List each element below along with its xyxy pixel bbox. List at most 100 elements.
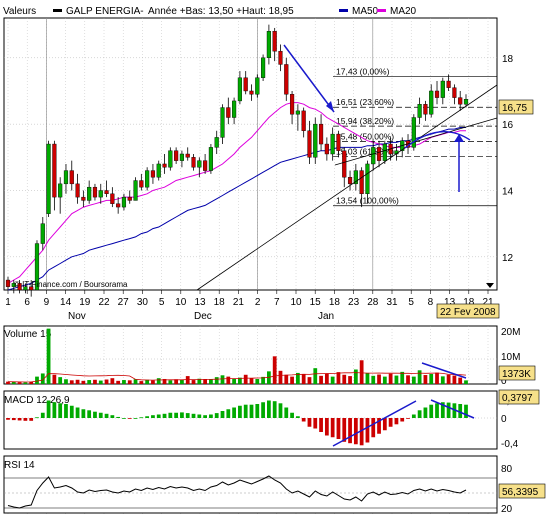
rsi-line: [7, 475, 467, 509]
volume-bar: [17, 382, 22, 384]
volume-bar: [342, 374, 347, 384]
scroll-down-icon[interactable]: [486, 283, 494, 288]
volume-bar: [348, 376, 352, 384]
macd-tick-neg: -0,4: [501, 439, 519, 450]
macd-last-label: 0,3797: [502, 393, 533, 404]
channel-line: [334, 117, 498, 166]
down-arrow-head: [326, 101, 334, 112]
macd-bar: [151, 415, 155, 418]
candle-body: [203, 160, 208, 171]
candle-body: [34, 243, 40, 291]
volume-bar: [110, 378, 115, 384]
watermark: © IT-Finance.com / Boursorama: [14, 280, 128, 289]
candle-body: [463, 99, 469, 105]
macd-bar: [411, 414, 416, 418]
volume-bar: [353, 369, 358, 384]
candle-body: [174, 150, 179, 161]
candle-body: [185, 153, 190, 158]
macd-bar: [64, 404, 68, 418]
macd-tick-zero: 0: [501, 414, 507, 425]
macd-bar: [185, 413, 190, 418]
volume-bar: [429, 373, 434, 384]
macd-bar: [145, 416, 150, 418]
macd-bar: [17, 418, 22, 421]
macd-bar: [127, 418, 132, 419]
volume-bar: [52, 374, 57, 384]
volume-bar: [272, 356, 277, 384]
macd-bar: [307, 418, 312, 427]
macd-bar: [180, 412, 184, 418]
time-tick-label: 10: [175, 297, 187, 308]
volume-bar: [122, 380, 126, 384]
macd-bar: [272, 401, 277, 418]
candle-body: [249, 90, 254, 95]
macd-bar: [232, 407, 236, 418]
candle-body: [17, 283, 22, 291]
time-tick-label: 31: [386, 297, 398, 308]
macd-bar: [313, 418, 318, 429]
time-tick-label: 6: [24, 297, 30, 308]
price-panel: [3, 17, 498, 291]
macd-bar: [46, 400, 51, 418]
rsi-panel: [3, 455, 498, 514]
candle-body: [376, 147, 382, 161]
time-x-axis: 1 6 9 14 19 22 27 30 5 10 13 18 21 2 7 10 15 18 23 28 31 5 8 13…: [5, 290, 494, 308]
candle-body: [295, 110, 300, 115]
candle-body: [336, 133, 341, 151]
macd-bar: [29, 418, 34, 421]
time-tick-label: 14: [60, 297, 72, 308]
candle-body: [40, 223, 45, 244]
candle-body: [92, 186, 98, 198]
candle-body: [150, 170, 156, 178]
macd-bar: [429, 404, 434, 418]
chart-header: [0, 0, 547, 20]
macd-bar: [122, 418, 126, 419]
candle-body: [162, 163, 167, 168]
ma50-legend-swatch: [339, 9, 348, 12]
volume-panel: [3, 325, 498, 385]
candle-body: [87, 186, 92, 201]
macd-bar: [417, 410, 422, 418]
candle-body: [371, 147, 376, 165]
volume-bar: [458, 377, 463, 384]
volume-bar: [58, 377, 63, 384]
volume-bar: [220, 375, 225, 384]
macd-bar: [464, 404, 468, 418]
macd-panel: [3, 390, 498, 450]
macd-bar: [267, 400, 271, 418]
candle-body: [318, 123, 324, 145]
volume-bar: [174, 379, 179, 384]
candle-body: [289, 94, 295, 115]
candle-body: [324, 143, 329, 155]
candle-body: [261, 57, 266, 78]
macd-downtrend-line: [430, 399, 475, 419]
macd-bar: [295, 416, 300, 418]
volume-bar: [330, 376, 335, 384]
candle-body: [168, 150, 173, 168]
time-tick-label: 5: [408, 297, 414, 308]
volume-bar: [307, 377, 312, 384]
candle-body: [330, 133, 335, 155]
uptrend-line: [196, 84, 498, 291]
volume-trend-line: [421, 362, 467, 379]
volume-bar: [81, 380, 86, 384]
candle-body: [411, 117, 416, 148]
macd-bar: [52, 402, 57, 418]
volume-bar: [93, 379, 97, 384]
price-tick-label: 12: [502, 253, 514, 264]
candle-body: [278, 50, 283, 65]
macd-bar: [69, 405, 74, 418]
symbol-label: GALP ENERGIA-: [66, 6, 144, 17]
volume-bar: [284, 374, 289, 384]
time-tick-label: 19: [79, 297, 91, 308]
candle-body: [197, 160, 202, 168]
month-label-jan: Jan: [318, 311, 334, 322]
volume-bar: [290, 376, 294, 384]
volume-bar: [6, 381, 10, 384]
macd-bar: [394, 418, 399, 425]
volume-bar: [116, 380, 121, 384]
time-tick-label: 22: [98, 297, 110, 308]
macd-bar: [301, 418, 306, 422]
volume-bar: [324, 373, 329, 384]
